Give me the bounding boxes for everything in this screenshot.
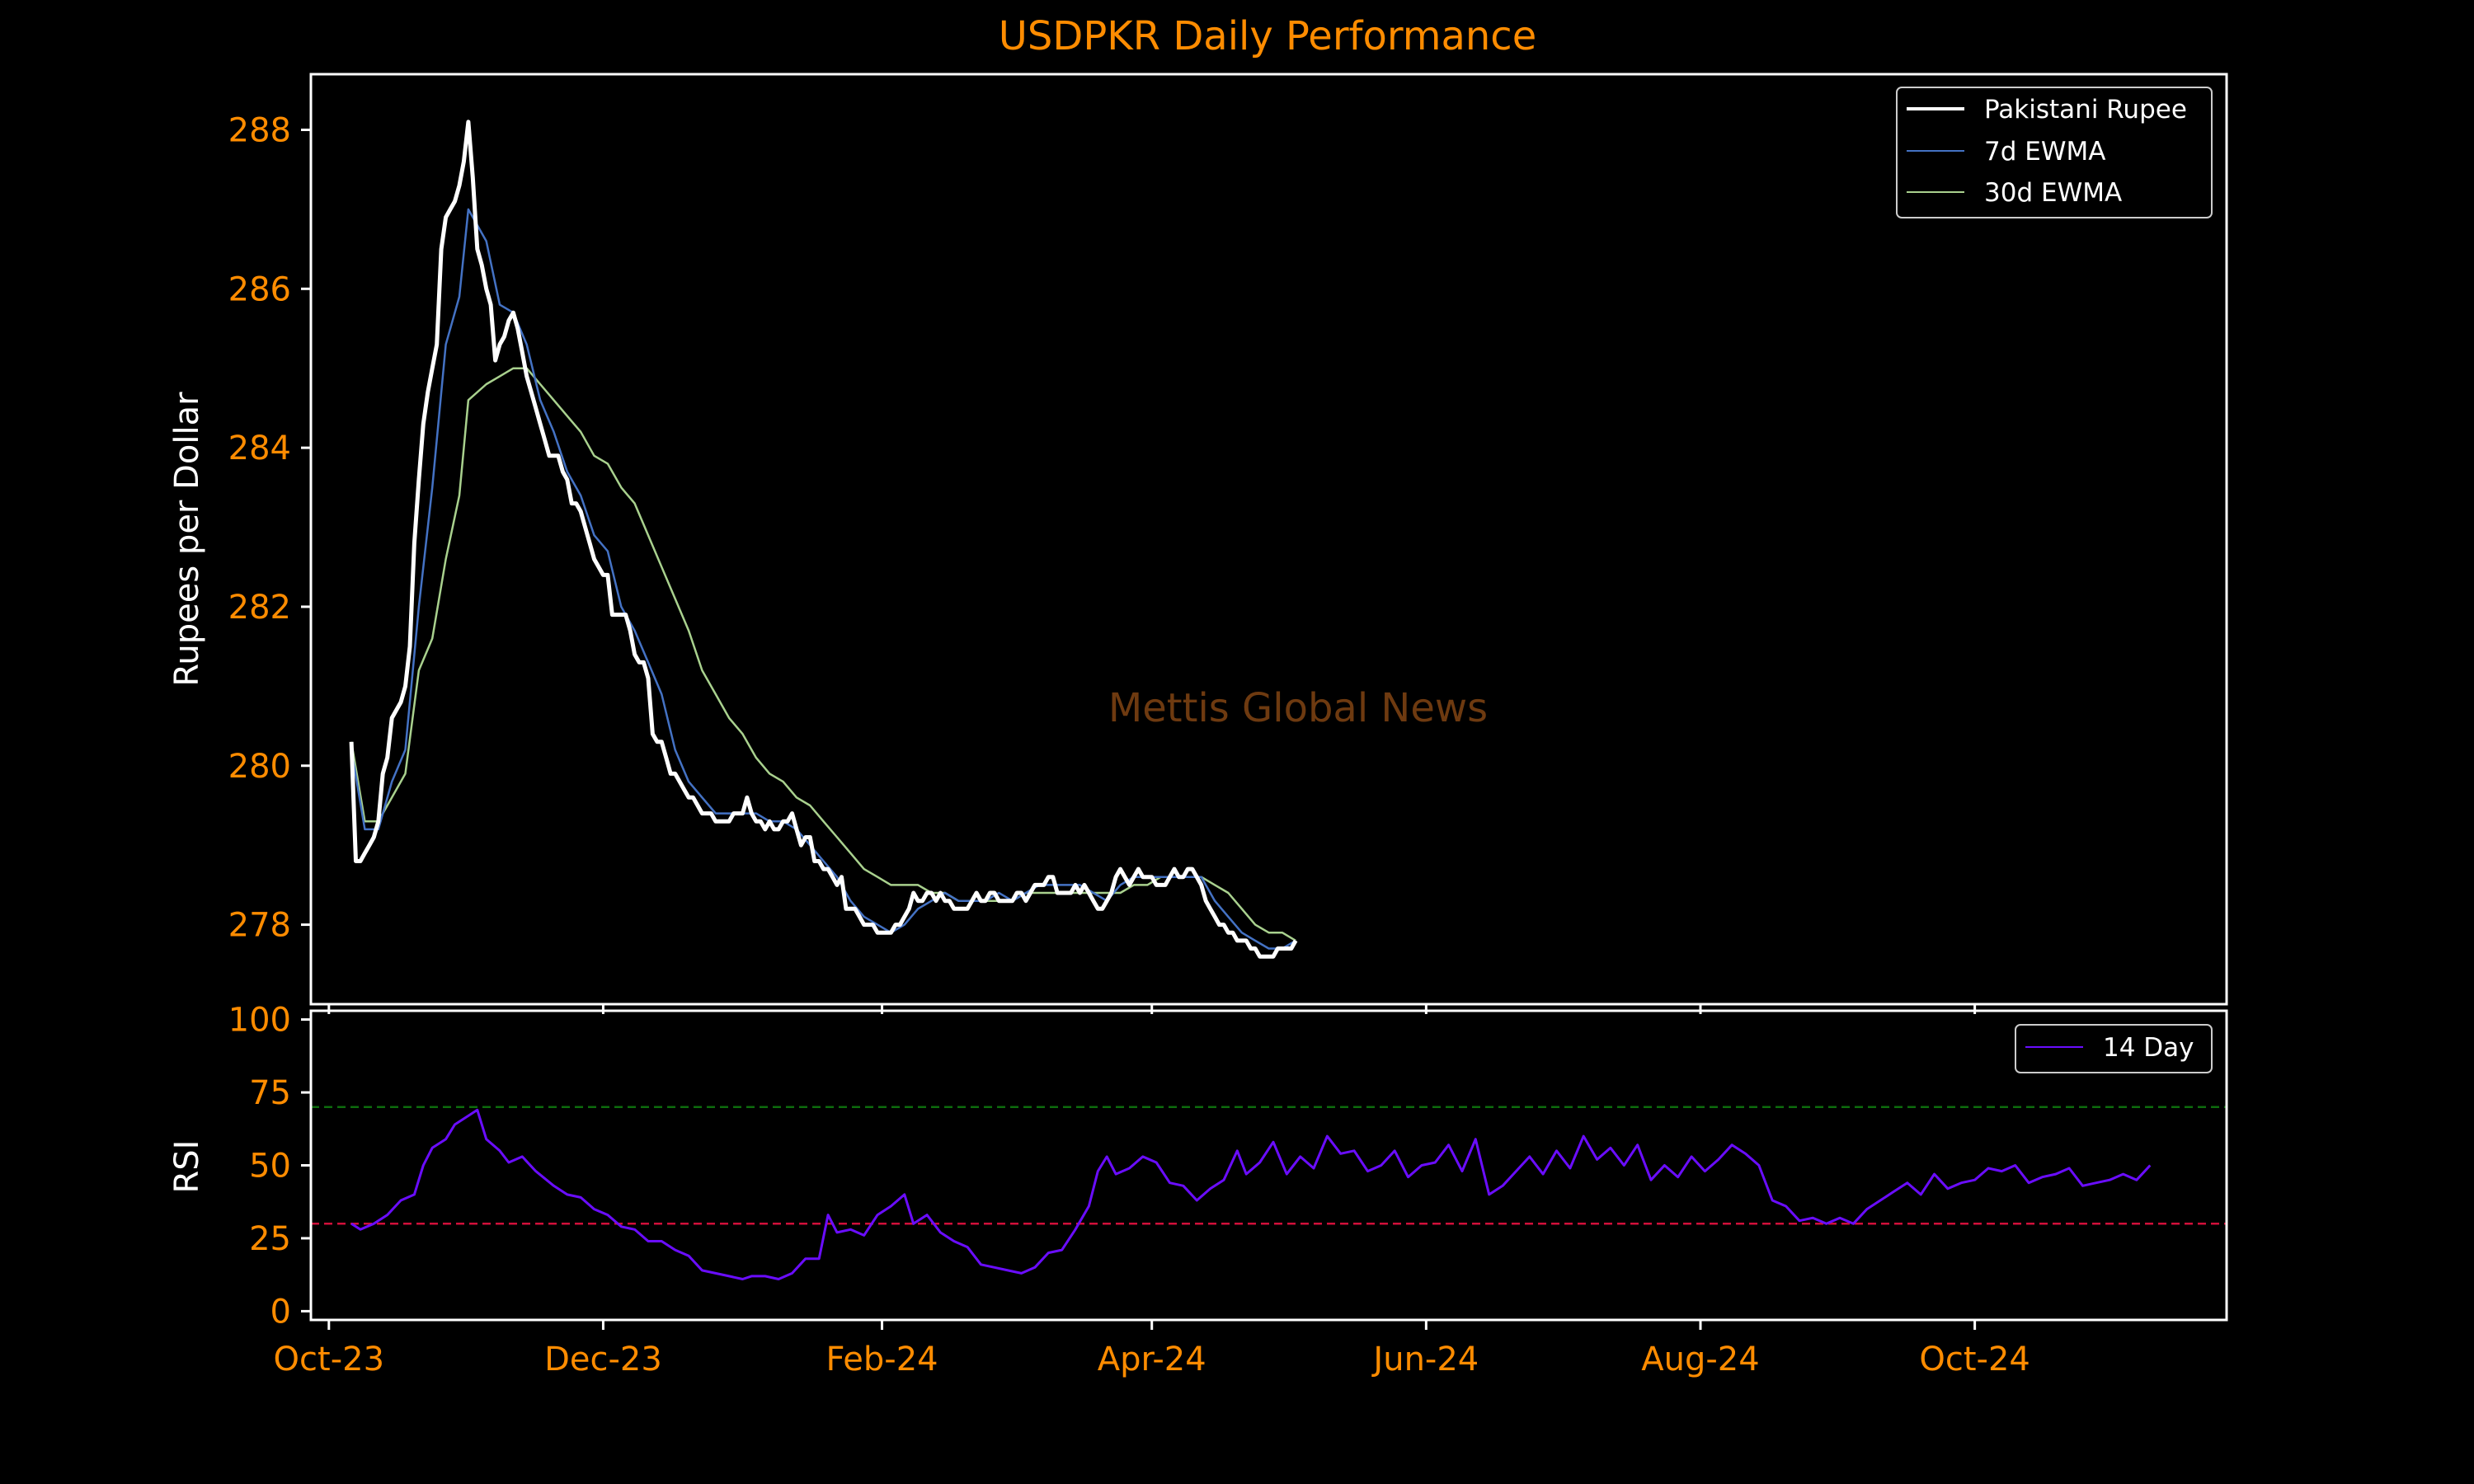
watermark: Mettis Global News: [1108, 685, 1488, 731]
price-panel-frame: [309, 73, 2228, 1006]
x-tick-label: Oct-24: [1919, 1341, 2030, 1378]
rsi-reference-lines: [311, 1106, 2227, 1225]
price-y-axis-label: Rupees per Dollar: [168, 392, 206, 687]
x-tick-label: Jun-24: [1371, 1341, 1479, 1378]
rsi-lines: [350, 1108, 2152, 1280]
rsi-y-tick-label: 50: [249, 1148, 291, 1186]
rsi-panel-frame: [309, 1009, 2228, 1322]
rsi-y-tick-label: 25: [249, 1220, 291, 1258]
x-tick-label: Feb-24: [825, 1341, 938, 1378]
price-y-tick-label: 280: [228, 748, 291, 786]
price-lines: [349, 120, 1298, 959]
x-axis-ticks: Oct-23 Dec-23 Feb-24 Apr-24 Jun-24 Aug-24 Oct-…: [274, 1320, 2030, 1378]
rsi-y-tick-label: 0: [270, 1293, 291, 1331]
price-y-tick-label: 282: [228, 589, 291, 627]
price-y-tick-label: 288: [228, 111, 291, 149]
rsi-y-axis-label: RSI: [168, 1140, 206, 1194]
rsi-legend: 14 Day: [2015, 1024, 2213, 1073]
price-y-tick-label: 284: [228, 430, 291, 467]
rsi-y-ticks: 0 25 50 75 100: [228, 1002, 311, 1331]
rsi-y-tick-label: 100: [228, 1002, 291, 1040]
price-y-tick-label: 286: [228, 270, 291, 308]
x-tick-label: Apr-24: [1098, 1341, 1206, 1378]
chart-title: USDPKR Daily Performance: [999, 13, 1536, 59]
price-y-ticks: 278 280 282 284 286 288: [228, 111, 1977, 1014]
x-tick-label: Dec-23: [544, 1341, 662, 1378]
price-legend: Pakistani Rupee 7d EWMA 30d EWMA: [1896, 87, 2213, 218]
price-y-tick-label: 278: [228, 907, 291, 945]
rsi-line: [350, 1108, 2152, 1280]
legend-label-rsi: 14 Day: [2103, 1033, 2194, 1063]
x-tick-label: Aug-24: [1641, 1341, 1759, 1378]
price-legend-box: [1896, 87, 2213, 218]
legend-label-ewma7: 7d EWMA: [1984, 137, 2105, 167]
rsi-panel: 0 25 50 75 100 Oct-23 Dec-23 Feb-24 Apr-24 Jun-2…: [168, 1002, 2228, 1378]
price-panel: Mettis Global News 278 280 282 284 286 288 Ru…: [168, 73, 2228, 1014]
x-tick-label: Oct-23: [274, 1341, 385, 1378]
legend-label-ewma30: 30d EWMA: [1984, 178, 2122, 208]
rsi-legend-box: [2015, 1024, 2213, 1073]
price-line: [349, 120, 1298, 959]
legend-label-price: Pakistani Rupee: [1984, 95, 2187, 124]
rsi-y-tick-label: 75: [249, 1074, 291, 1112]
ewma7-line: [350, 208, 1296, 950]
ewma30-line: [350, 367, 1296, 942]
